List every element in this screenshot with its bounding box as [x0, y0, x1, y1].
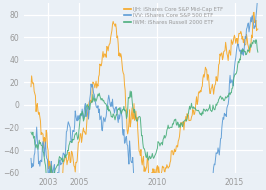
Legend: IJH: iShares Core S&P Mid-Cap ETF, IVV: iShares Core S&P 500 ETF, IWM: iShares R: IJH: iShares Core S&P Mid-Cap ETF, IVV: …: [122, 4, 225, 27]
